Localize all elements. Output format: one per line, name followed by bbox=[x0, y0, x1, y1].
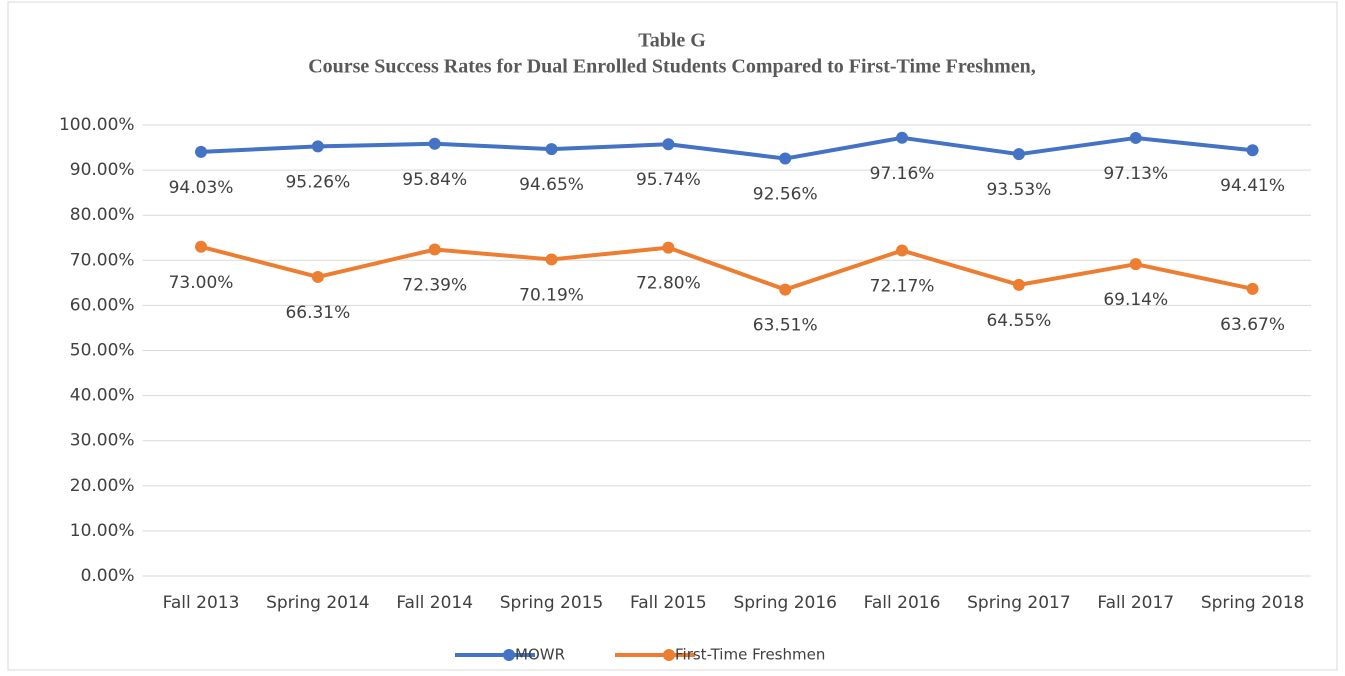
data-label: 69.14% bbox=[1103, 290, 1168, 310]
x-tick-label: Spring 2017 bbox=[967, 593, 1071, 613]
data-label: 94.65% bbox=[519, 175, 584, 195]
data-label: 94.03% bbox=[169, 178, 234, 198]
data-point bbox=[311, 270, 324, 283]
data-label: 73.00% bbox=[169, 273, 234, 293]
data-label: 94.41% bbox=[1220, 176, 1285, 196]
data-label: 63.51% bbox=[753, 316, 818, 336]
legend-label: First-Time Freshmen bbox=[675, 646, 825, 664]
data-point bbox=[195, 145, 208, 158]
y-tick-label: 80.00% bbox=[70, 205, 135, 225]
y-tick-label: 100.00% bbox=[59, 115, 135, 135]
y-tick-label: 20.00% bbox=[70, 476, 135, 496]
x-tick-label: Fall 2017 bbox=[1097, 593, 1174, 613]
chart-title: Table G bbox=[638, 30, 706, 52]
y-tick-label: 60.00% bbox=[70, 295, 135, 315]
data-point bbox=[662, 138, 675, 151]
x-tick-label: Spring 2014 bbox=[266, 593, 370, 613]
x-tick-label: Fall 2015 bbox=[630, 593, 707, 613]
data-label: 63.67% bbox=[1220, 315, 1285, 335]
y-tick-label: 90.00% bbox=[70, 160, 135, 180]
data-point bbox=[545, 253, 558, 266]
data-point bbox=[428, 243, 441, 256]
legend-marker bbox=[663, 649, 675, 661]
y-tick-label: 10.00% bbox=[70, 521, 135, 541]
data-point bbox=[1012, 278, 1025, 291]
data-point bbox=[1246, 144, 1259, 157]
y-tick-label: 30.00% bbox=[70, 431, 135, 451]
data-point bbox=[1012, 148, 1025, 161]
chart-subtitle: Course Success Rates for Dual Enrolled S… bbox=[308, 56, 1036, 78]
data-point bbox=[545, 143, 558, 156]
y-tick-label: 0.00% bbox=[81, 566, 135, 586]
data-point bbox=[896, 244, 909, 257]
y-tick-label: 50.00% bbox=[70, 341, 135, 361]
data-label: 72.17% bbox=[870, 277, 935, 297]
data-label: 97.13% bbox=[1103, 164, 1168, 184]
data-point bbox=[779, 152, 792, 165]
x-tick-label: Spring 2016 bbox=[733, 593, 837, 613]
legend-label: MOWR bbox=[515, 646, 565, 664]
y-tick-label: 70.00% bbox=[70, 250, 135, 270]
series-line bbox=[199, 244, 1255, 292]
chart-border bbox=[7, 1, 1338, 671]
data-point bbox=[1129, 131, 1142, 144]
data-point bbox=[896, 131, 909, 144]
data-label: 93.53% bbox=[986, 180, 1051, 200]
data-point bbox=[1129, 258, 1142, 271]
data-point bbox=[428, 137, 441, 150]
data-point bbox=[1246, 282, 1259, 295]
y-tick-label: 40.00% bbox=[70, 386, 135, 406]
x-tick-label: Fall 2013 bbox=[163, 593, 240, 613]
data-point bbox=[779, 283, 792, 296]
x-tick-label: Fall 2014 bbox=[396, 593, 473, 613]
x-tick-label: Spring 2015 bbox=[500, 593, 604, 613]
x-tick-label: Fall 2016 bbox=[864, 593, 941, 613]
data-point bbox=[195, 240, 208, 253]
data-label: 92.56% bbox=[753, 185, 818, 205]
data-label: 66.31% bbox=[285, 303, 350, 323]
data-label: 64.55% bbox=[986, 311, 1051, 331]
series-line bbox=[199, 135, 1255, 161]
data-label: 95.74% bbox=[636, 170, 701, 190]
data-point bbox=[662, 241, 675, 254]
data-label: 95.26% bbox=[285, 172, 350, 192]
legend-marker bbox=[503, 649, 515, 661]
data-label: 97.16% bbox=[870, 164, 935, 184]
x-tick-label: Spring 2018 bbox=[1201, 593, 1305, 613]
data-label: 95.84% bbox=[402, 170, 467, 190]
data-point bbox=[311, 140, 324, 153]
data-label: 72.39% bbox=[402, 276, 467, 296]
data-label: 72.80% bbox=[636, 274, 701, 294]
data-label: 70.19% bbox=[519, 285, 584, 305]
